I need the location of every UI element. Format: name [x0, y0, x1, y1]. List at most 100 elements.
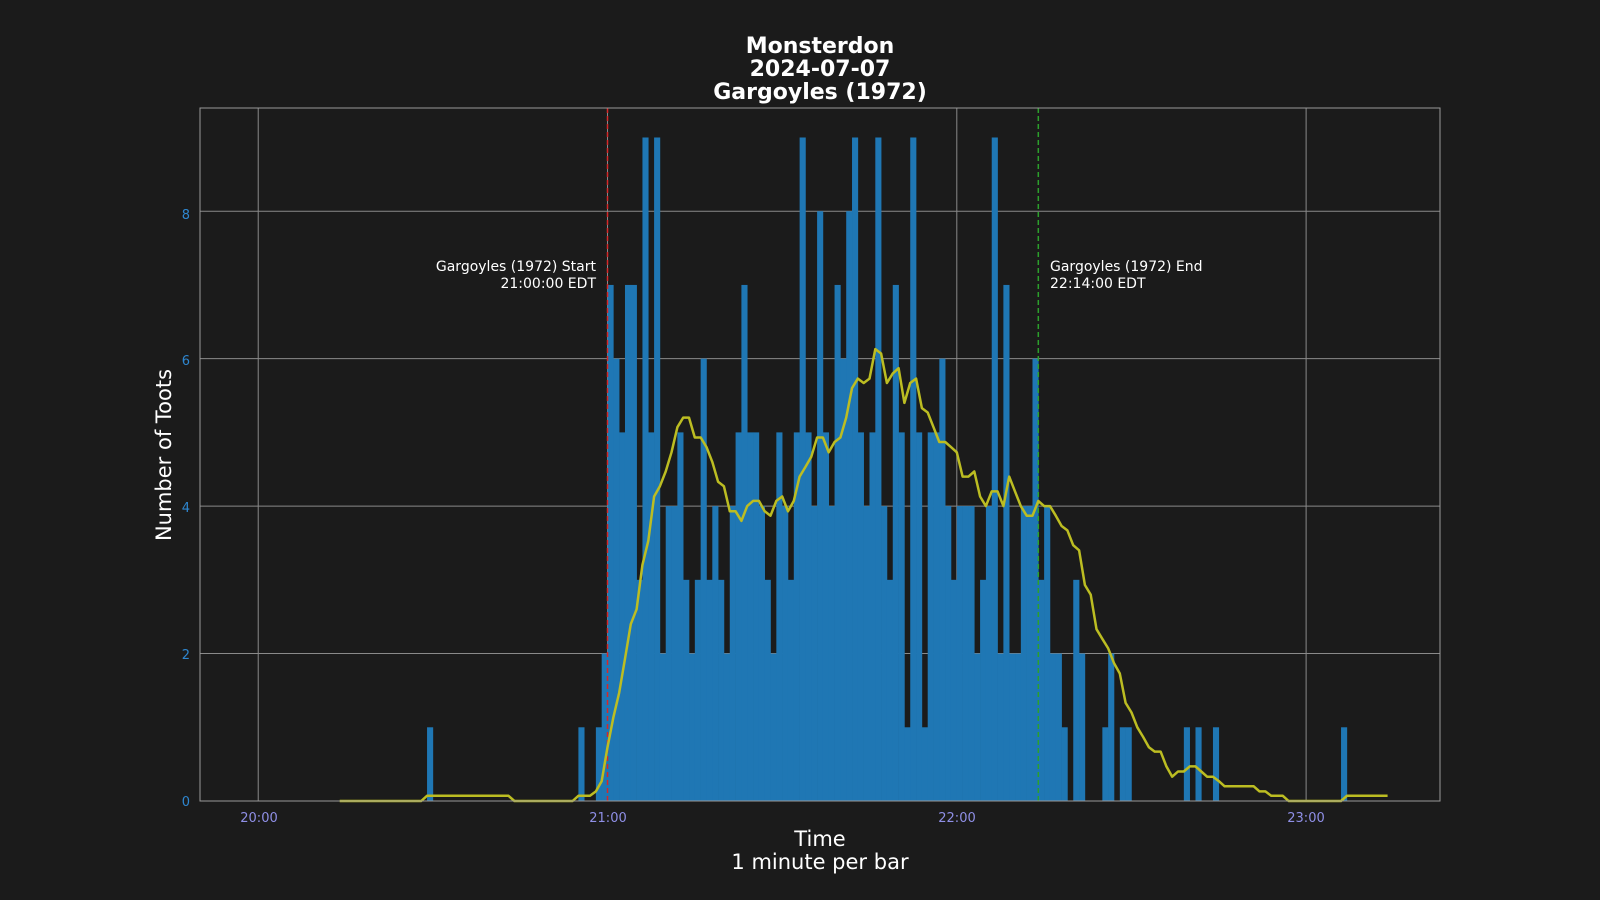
bar [793, 432, 800, 801]
bar [1020, 506, 1027, 801]
bar [1119, 727, 1126, 801]
bar [1061, 727, 1068, 801]
bar [648, 432, 655, 801]
bar [619, 432, 626, 801]
moving-average-series [339, 347, 1388, 803]
bar [729, 506, 736, 801]
bar [840, 358, 847, 801]
y-tick-label: 8 [182, 208, 190, 223]
y-tick-label: 6 [182, 354, 190, 369]
bar [1125, 727, 1132, 801]
bar [427, 727, 434, 801]
bar [863, 506, 870, 801]
y-axis-ticks: 0 2 4 6 8 [182, 208, 190, 810]
bar [1009, 653, 1016, 801]
bar [904, 727, 911, 801]
bar [822, 432, 830, 801]
bar [659, 653, 667, 801]
bar [1341, 727, 1348, 801]
x-tick-label: 23:00 [1287, 811, 1324, 826]
bar [782, 506, 789, 801]
x-tick-label: 20:00 [240, 811, 277, 826]
bar [1026, 506, 1033, 801]
chart-title-line-2: 2024-07-07 [750, 57, 891, 82]
bar [852, 137, 859, 801]
bar [1015, 653, 1022, 801]
bar [898, 432, 905, 801]
end-event-label: Gargoyles (1972) End [1050, 259, 1203, 275]
bar [1079, 653, 1086, 801]
bar [869, 432, 876, 801]
bar [950, 579, 958, 801]
x-tick-label: 21:00 [589, 811, 626, 826]
y-tick-label: 2 [182, 648, 190, 663]
bar [689, 653, 696, 801]
bar [875, 137, 882, 801]
bar [956, 506, 963, 801]
bar [624, 284, 632, 801]
bar [578, 727, 585, 801]
plot-frame [199, 107, 1441, 802]
bar [1073, 579, 1080, 801]
bar [985, 506, 993, 801]
bar [1044, 506, 1051, 801]
bar [939, 358, 946, 801]
bar [712, 506, 719, 801]
bar [747, 432, 754, 801]
bar [613, 358, 620, 801]
bar [1049, 653, 1057, 801]
bar [776, 432, 783, 801]
bar [881, 506, 888, 801]
bar [892, 284, 899, 801]
bar [683, 579, 690, 801]
bar [694, 579, 701, 801]
bar [1102, 727, 1109, 801]
bar [1195, 727, 1202, 801]
bar [910, 137, 917, 801]
bar [805, 432, 812, 801]
bar [962, 506, 969, 801]
bar [677, 432, 684, 801]
bar [857, 432, 864, 801]
start-event-time: 21:00:00 EDT [500, 276, 596, 292]
x-axis-label: Time [793, 827, 845, 851]
x-tick-label: 22:00 [938, 811, 975, 826]
bar [974, 653, 981, 801]
bar [671, 506, 678, 801]
bar [654, 137, 661, 801]
bar [735, 432, 742, 801]
bar [927, 432, 934, 801]
bar [1055, 653, 1062, 801]
bar [997, 653, 1004, 801]
bar [700, 358, 707, 801]
chart-title-line-3: Gargoyles (1972) [713, 80, 927, 105]
bar [846, 211, 853, 801]
bar [1003, 284, 1010, 801]
bar [817, 211, 824, 801]
bar [764, 579, 771, 801]
end-event-time: 22:14:00 EDT [1050, 276, 1146, 292]
bar [758, 506, 765, 801]
bar [601, 653, 608, 801]
event-markers [606, 108, 1040, 801]
bar [834, 284, 841, 801]
bar [642, 137, 649, 801]
bar [636, 579, 643, 801]
bar [811, 506, 818, 801]
bar [828, 506, 835, 801]
bar [1032, 358, 1039, 801]
bar [968, 506, 975, 801]
bar [706, 579, 713, 801]
bar [741, 284, 748, 801]
bar [1183, 727, 1190, 801]
bar [916, 432, 923, 801]
moving-average-line [339, 347, 1388, 803]
bar [595, 727, 602, 801]
start-event-label: Gargoyles (1972) Start [436, 259, 597, 275]
bar [886, 579, 894, 801]
chart-title-line-1: Monsterdon [746, 34, 895, 59]
bar [1212, 727, 1220, 801]
bar [1038, 579, 1045, 801]
x-axis-sublabel: 1 minute per bar [731, 850, 909, 874]
